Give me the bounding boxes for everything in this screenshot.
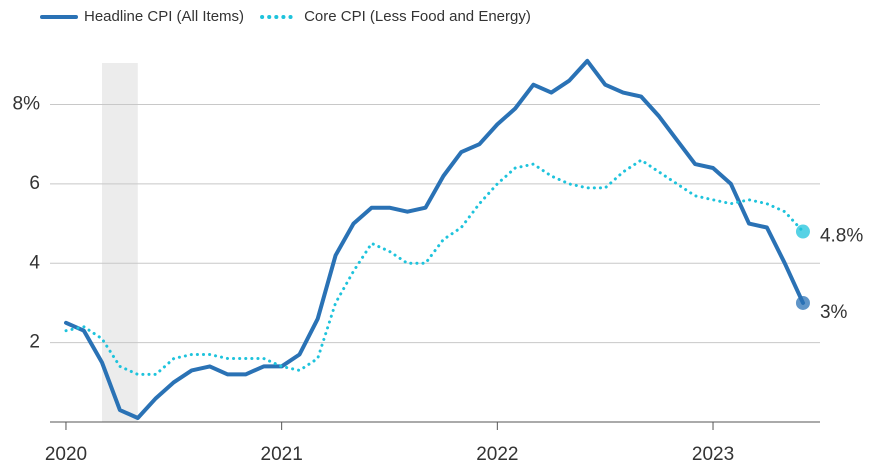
- series-line: [64, 158, 805, 376]
- x-tick-label: 2023: [692, 444, 734, 465]
- x-tick-label: 2021: [261, 444, 303, 465]
- end-marker: [795, 295, 810, 310]
- legend-label: Headline CPI (All Items): [84, 8, 244, 25]
- shaded-period: [101, 63, 138, 422]
- end-marker: [795, 224, 810, 239]
- series-line: [64, 58, 805, 420]
- y-tick-label: 6: [29, 173, 40, 194]
- x-tick-label: 2020: [45, 444, 87, 465]
- y-tick-label: 2: [29, 332, 40, 353]
- y-tick-label: 4: [29, 252, 40, 273]
- end-label: 4.8%: [820, 226, 863, 247]
- legend-label: Core CPI (Less Food and Energy): [304, 8, 531, 25]
- x-tick-label: 2022: [476, 444, 518, 465]
- end-label: 3%: [820, 302, 848, 323]
- y-tick-label: 8%: [13, 94, 41, 115]
